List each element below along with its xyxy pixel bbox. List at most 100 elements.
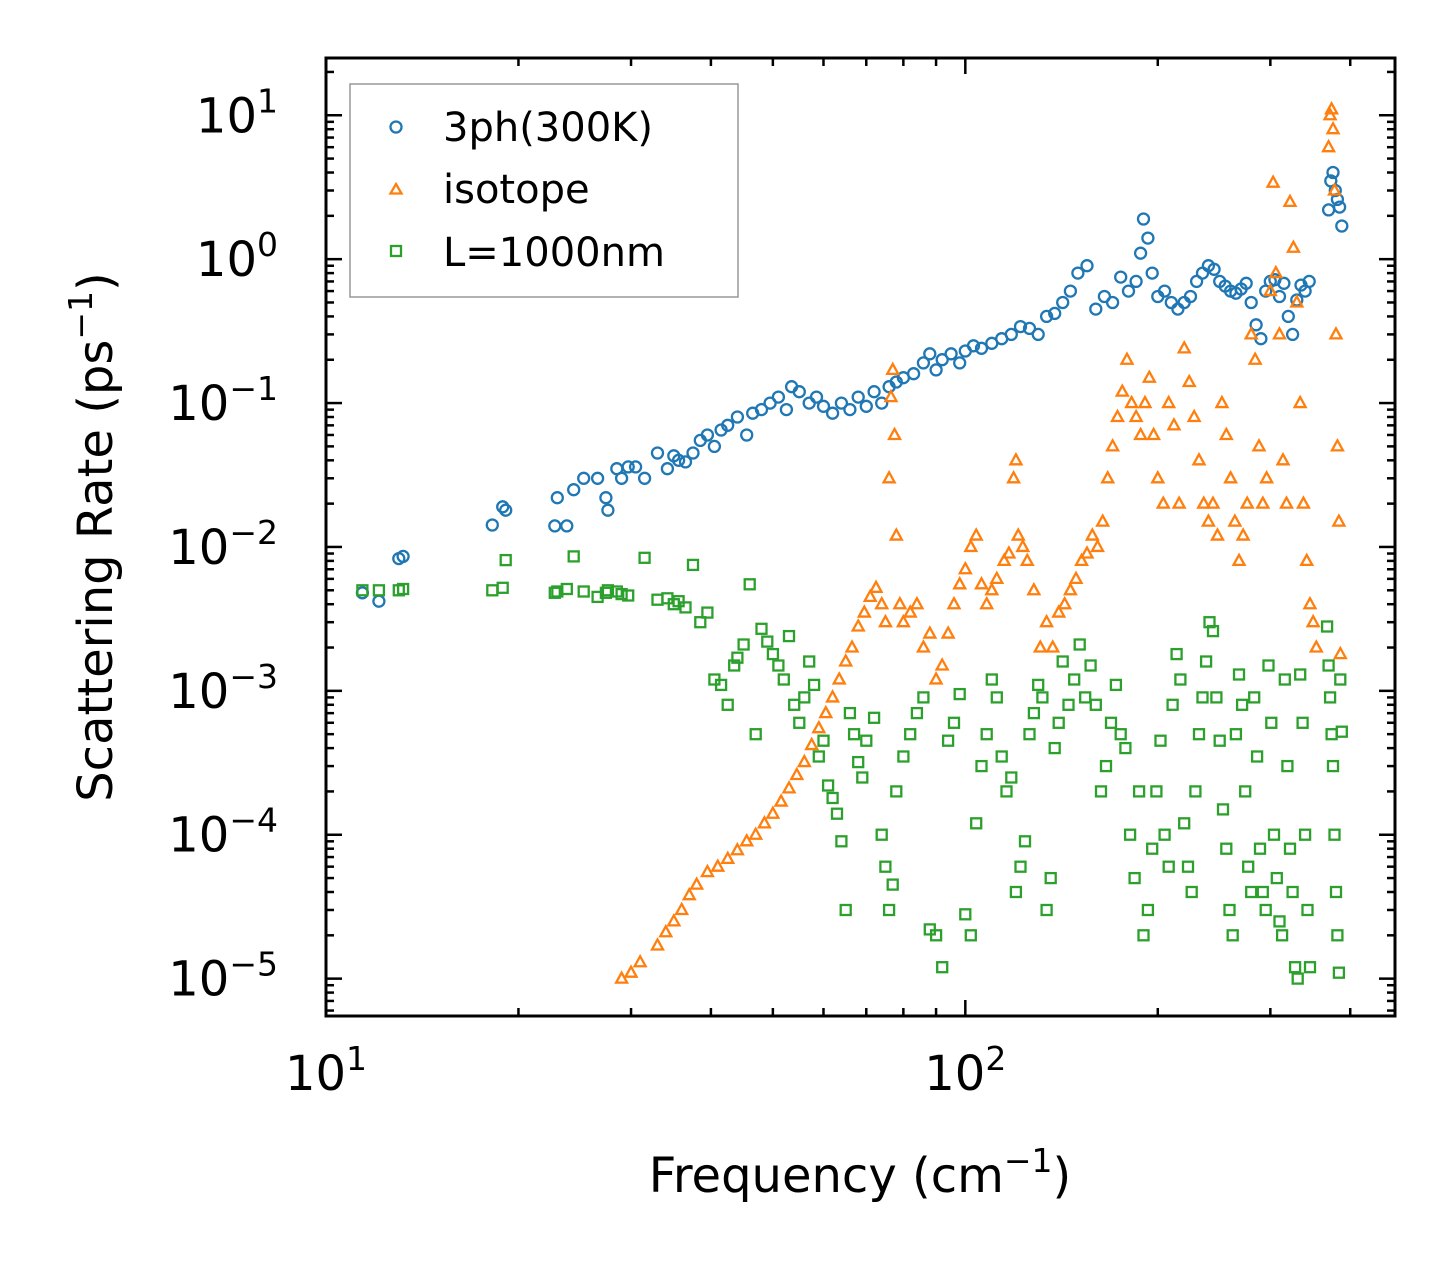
triangle-point <box>1095 513 1111 527</box>
circle-point <box>1136 212 1151 226</box>
circle-point <box>834 396 849 410</box>
triangle-point <box>1292 394 1308 409</box>
triangle-point <box>1110 408 1125 423</box>
square-point <box>860 734 873 747</box>
square-point <box>1174 673 1187 686</box>
square-point <box>953 687 966 701</box>
triangle-point <box>811 719 827 734</box>
square-point <box>1114 728 1127 741</box>
square-point <box>743 578 756 591</box>
triangle-point <box>1141 369 1157 383</box>
circle-point <box>396 549 410 564</box>
square-point <box>1032 678 1045 692</box>
square-point <box>1027 706 1041 720</box>
square-point <box>772 659 785 672</box>
square-point <box>1109 678 1123 692</box>
square-point <box>1294 668 1307 681</box>
circle-point <box>1031 327 1045 342</box>
triangle-point <box>1019 552 1035 567</box>
circle-point <box>1335 219 1349 233</box>
triangle-point <box>1006 469 1022 484</box>
square-point <box>638 551 651 564</box>
square-point <box>1239 785 1252 798</box>
triangle-point <box>666 912 682 927</box>
circle-point <box>1164 295 1178 310</box>
circle-point <box>816 399 831 413</box>
square-point <box>782 629 796 643</box>
triangle-point <box>856 604 872 618</box>
triangle-point <box>1155 495 1171 509</box>
circle-point <box>935 353 949 367</box>
square-point <box>1220 842 1233 855</box>
square-point <box>1062 698 1075 711</box>
square-point <box>1286 885 1299 899</box>
legend-label-3ph: 3ph(300K) <box>443 105 653 151</box>
square-point <box>1216 803 1230 816</box>
square-point <box>1301 903 1314 917</box>
square-point <box>1245 885 1258 899</box>
circle-point <box>1244 295 1258 310</box>
square-point <box>1154 734 1167 747</box>
triangle-point <box>1119 351 1135 365</box>
circle-point <box>1157 284 1172 298</box>
circle-point <box>1105 295 1120 310</box>
triangle-point <box>844 639 860 653</box>
square-point <box>1099 759 1113 773</box>
triangle-point <box>831 671 847 685</box>
triangle-point <box>1285 239 1301 253</box>
square-point <box>356 584 369 597</box>
square-point <box>1242 860 1255 873</box>
triangle-point <box>1255 495 1271 509</box>
y-tick-label: 10−5 <box>168 945 278 1008</box>
triangle-point <box>1296 495 1311 509</box>
square-point <box>1253 842 1267 855</box>
square-point <box>749 728 762 741</box>
circle-point <box>1239 276 1253 290</box>
triangle-point <box>825 689 841 703</box>
square-point <box>1014 860 1027 873</box>
square-point <box>622 589 635 602</box>
circle-point <box>496 500 510 514</box>
circle-point <box>851 390 865 404</box>
triangle-point <box>1124 394 1140 409</box>
triangle-point <box>1010 527 1026 541</box>
triangle-point <box>1275 451 1291 466</box>
axis-ticks: 101 102 101 100 10−1 10−2 10−3 10−4 10−5 <box>168 58 1395 1102</box>
circle-point <box>1285 327 1300 342</box>
triangle-point <box>1026 581 1042 596</box>
circle-point <box>1004 327 1018 342</box>
triangle-point <box>1105 437 1121 452</box>
square-point <box>1256 885 1269 899</box>
square-point <box>499 553 512 567</box>
circle-point <box>916 356 931 370</box>
circle-point <box>550 491 564 505</box>
circle-point <box>1114 270 1128 284</box>
series-0 <box>355 165 1349 608</box>
square-point <box>1052 716 1065 729</box>
triangle-point <box>623 964 639 978</box>
circle-point <box>906 367 921 381</box>
square-point <box>1023 728 1036 741</box>
square-point <box>679 601 692 614</box>
y-tick-label: 10−1 <box>168 369 278 432</box>
circle-point <box>686 446 700 460</box>
square-point <box>852 755 865 769</box>
square-point <box>793 716 806 729</box>
square-point <box>1270 871 1283 885</box>
triangle-point <box>756 814 772 829</box>
square-point <box>1141 903 1155 917</box>
x-tick-label: 101 <box>285 1039 367 1102</box>
triangle-point <box>934 657 950 671</box>
square-point <box>496 581 509 594</box>
circle-point <box>859 399 873 413</box>
triangle-point <box>1133 426 1149 441</box>
legend-label-boundary: L=1000nm <box>443 230 665 276</box>
square-point <box>721 698 734 711</box>
circle-point <box>1332 200 1347 214</box>
circle-point <box>1089 302 1103 316</box>
square-point <box>1068 673 1081 686</box>
square-point <box>1162 860 1175 873</box>
square-point <box>1322 659 1335 672</box>
triangle-point <box>895 613 911 628</box>
triangle-point <box>909 595 925 610</box>
